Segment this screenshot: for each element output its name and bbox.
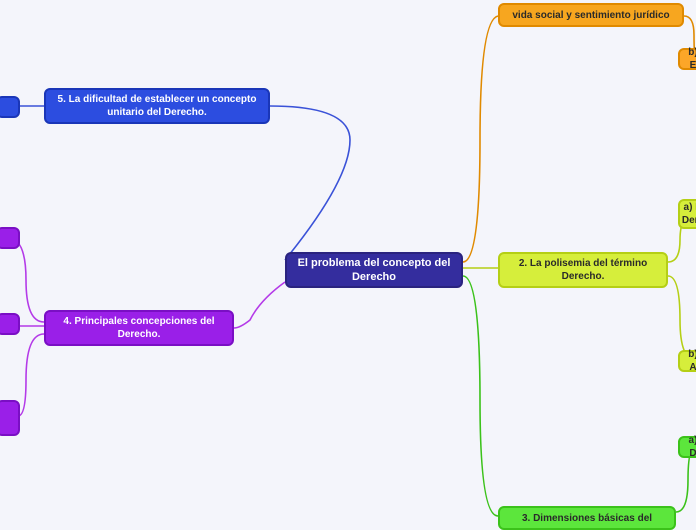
node-n4b[interactable] <box>0 313 20 335</box>
node-n5a[interactable] <box>0 96 20 118</box>
node-n3[interactable]: 3. Dimensiones básicas del <box>498 506 676 530</box>
node-n3a[interactable]: a) D <box>678 436 696 458</box>
node-n2a[interactable]: a) D Dere <box>678 199 696 229</box>
node-n5[interactable]: 5. La dificultad de establecer un concep… <box>44 88 270 124</box>
node-n1b[interactable]: b) E <box>678 48 696 70</box>
node-n2b[interactable]: b) A <box>678 350 696 372</box>
node-n4a[interactable] <box>0 227 20 249</box>
node-n2[interactable]: 2. La polisemia del término Derecho. <box>498 252 668 288</box>
node-n4c[interactable] <box>0 400 20 436</box>
node-n4[interactable]: 4. Principales concepciones del Derecho. <box>44 310 234 346</box>
node-n1[interactable]: vida social y sentimiento jurídico <box>498 3 684 27</box>
node-center[interactable]: El problema del concepto del Derecho <box>285 252 463 288</box>
